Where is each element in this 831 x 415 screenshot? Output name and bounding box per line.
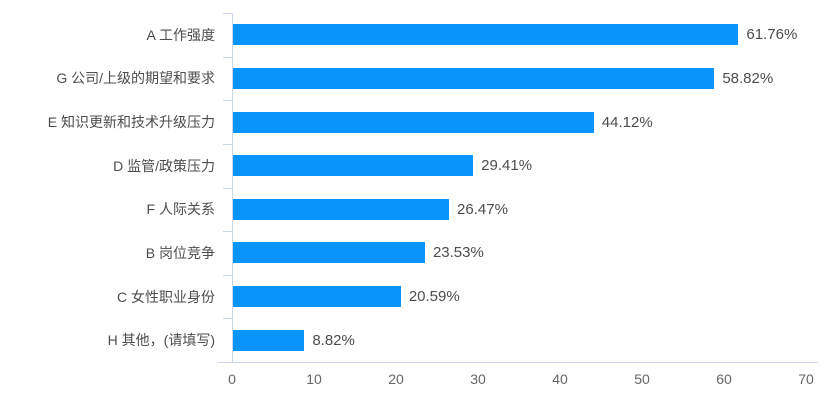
value-label: 20.59%: [408, 288, 460, 306]
bar[interactable]: [232, 198, 450, 220]
bar-zone: 23.53%: [232, 231, 806, 275]
bar-zone: 8.82%: [232, 318, 806, 362]
x-tick-label: 0: [228, 371, 236, 387]
bar[interactable]: [232, 67, 715, 89]
value-axis-labels: 0 10 20 30 40 50 60 70: [0, 371, 831, 391]
axis-tick: [223, 274, 232, 276]
value-axis-line: [218, 362, 818, 363]
value-label: 23.53%: [432, 244, 484, 262]
axis-tick: [223, 100, 232, 102]
category-label: F 人际关系: [146, 201, 215, 218]
bar-row: E 知识更新和技术升级压力 44.12%: [0, 100, 831, 144]
x-tick-label: 50: [634, 371, 650, 387]
bar[interactable]: [232, 329, 305, 351]
bar-zone: 20.59%: [232, 275, 806, 319]
bar-row: A 工作强度 61.76%: [0, 13, 831, 57]
bar[interactable]: [232, 242, 425, 264]
category-axis-ticks: [223, 13, 232, 363]
x-tick-label: 60: [716, 371, 732, 387]
bar-row: G 公司/上级的期望和要求 58.82%: [0, 57, 831, 101]
value-label: 44.12%: [601, 113, 653, 131]
bar-zone: 44.12%: [232, 100, 806, 144]
bar-zone: 58.82%: [232, 57, 806, 101]
category-label: E 知识更新和技术升级压力: [47, 114, 215, 131]
category-label: D 监管/政策压力: [113, 157, 215, 174]
axis-tick: [223, 231, 232, 233]
category-axis-line: [232, 13, 233, 362]
x-tick-label: 10: [306, 371, 322, 387]
value-label: 8.82%: [312, 331, 355, 349]
x-tick-label: 70: [798, 371, 814, 387]
bar-zone: 26.47%: [232, 188, 806, 232]
axis-tick: [223, 187, 232, 189]
bar-zone: 29.41%: [232, 144, 806, 188]
bar[interactable]: [232, 111, 594, 133]
axis-tick: [223, 13, 232, 14]
bar-zone: 61.76%: [232, 13, 806, 57]
bar-row: F 人际关系 26.47%: [0, 188, 831, 232]
category-label: H 其他，(请填写): [107, 332, 215, 349]
category-label: C 女性职业身份: [117, 288, 215, 305]
plot-area: A 工作强度 61.76% G 公司/上级的期望和要求 58.82% E 知识更…: [0, 13, 831, 362]
bar-row: H 其他，(请填写) 8.82%: [0, 318, 831, 362]
x-tick-label: 40: [552, 371, 568, 387]
value-label: 61.76%: [746, 26, 798, 44]
x-tick-label: 30: [470, 371, 486, 387]
axis-tick: [223, 143, 232, 145]
bar-row: C 女性职业身份 20.59%: [0, 275, 831, 319]
bar[interactable]: [232, 24, 739, 46]
value-label: 26.47%: [457, 200, 508, 218]
value-label: 58.82%: [722, 69, 774, 87]
category-label: B 岗位竞争: [145, 244, 215, 261]
bar-row: B 岗位竞争 23.53%: [0, 231, 831, 275]
bar-row: D 监管/政策压力 29.41%: [0, 144, 831, 188]
category-label: A 工作强度: [146, 26, 215, 43]
bar[interactable]: [232, 155, 474, 177]
value-label: 29.41%: [481, 157, 533, 175]
axis-tick: [223, 318, 232, 320]
x-tick-label: 20: [388, 371, 404, 387]
category-label: G 公司/上级的期望和要求: [56, 70, 215, 87]
bar[interactable]: [232, 286, 401, 308]
axis-tick: [223, 56, 232, 58]
